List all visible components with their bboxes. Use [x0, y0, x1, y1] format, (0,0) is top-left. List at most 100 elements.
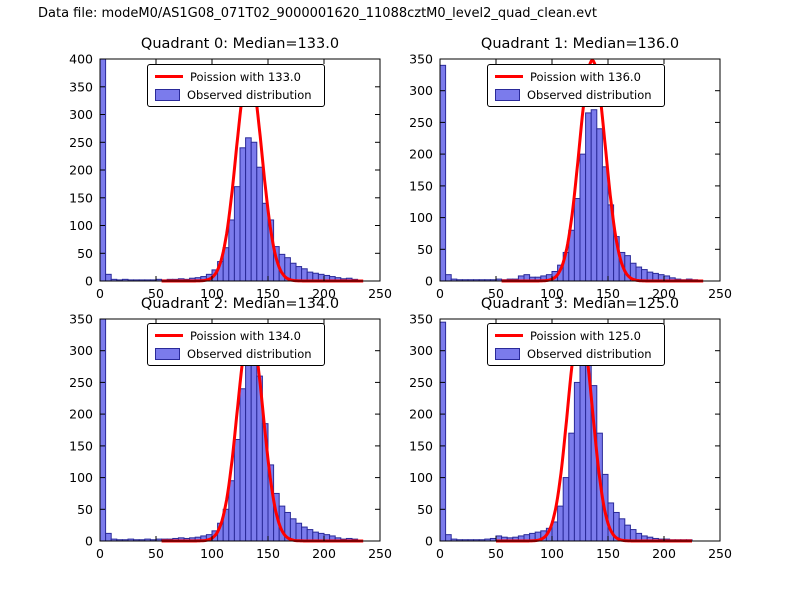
y-tick-label: 350 [409, 312, 433, 327]
legend-label-observed: Observed distribution [527, 346, 652, 361]
axes-frame [99, 318, 381, 542]
poisson-line-swatch [155, 75, 183, 78]
y-tick-label: 300 [69, 107, 93, 122]
x-tick-label: 150 [596, 546, 620, 561]
y-tick-label: 150 [69, 438, 93, 453]
histogram-bar [239, 388, 247, 542]
legend-entry-observed: Observed distribution [155, 346, 312, 361]
x-tick-label: 0 [96, 286, 104, 301]
histogram-bar [590, 109, 598, 282]
legend-label-observed: Observed distribution [187, 87, 312, 102]
histogram-bar [301, 526, 308, 542]
legend-entry-observed: Observed distribution [495, 346, 652, 361]
y-tick-label: 0 [85, 274, 93, 289]
histogram-bar [641, 269, 648, 282]
legend-label-observed: Observed distribution [187, 346, 312, 361]
histogram-bar [624, 524, 631, 542]
histogram-bar [250, 337, 258, 542]
x-tick-label: 150 [596, 286, 620, 301]
histogram-bar [105, 273, 112, 282]
observed-patch-swatch [495, 88, 520, 101]
y-tick-label: 400 [69, 52, 93, 67]
y-tick-label: 100 [69, 470, 93, 485]
histogram-bar [568, 432, 575, 542]
histogram-bar [239, 147, 247, 282]
y-tick-label: 0 [85, 534, 93, 549]
y-tick-label: 200 [409, 407, 433, 422]
histogram-bar [439, 64, 447, 282]
histogram-bar [105, 532, 112, 542]
observed-patch-swatch [155, 347, 180, 360]
x-tick-label: 50 [148, 546, 164, 561]
histogram-bar [445, 534, 452, 542]
x-tick-label: 200 [652, 546, 676, 561]
legend-label-poisson: Poission with 134.0 [190, 328, 301, 343]
x-tick-label: 0 [96, 546, 104, 561]
y-tick-label: 200 [69, 163, 93, 178]
y-tick-label: 150 [409, 178, 433, 193]
histogram-bar [618, 518, 626, 542]
histogram-bar [233, 439, 241, 542]
subplot-title-quadrant-0: Quadrant 0: Median=133.0 [140, 36, 340, 52]
x-tick-label: 50 [148, 286, 164, 301]
y-tick-label: 200 [69, 407, 93, 422]
y-tick-label: 0 [425, 534, 433, 549]
histogram-bar [573, 381, 581, 542]
histogram-bar [233, 186, 241, 282]
y-tick-label: 250 [69, 135, 93, 150]
y-tick-label: 300 [409, 83, 433, 98]
observed-patch-swatch [155, 88, 180, 101]
legend-entry-poisson: Poission with 136.0 [495, 69, 652, 84]
x-tick-label: 100 [200, 546, 224, 561]
histogram-bar [573, 198, 581, 282]
histogram-bar [306, 529, 314, 542]
x-tick-label: 250 [368, 546, 392, 561]
y-tick-label: 50 [417, 502, 433, 517]
legend-entry-poisson: Poission with 134.0 [155, 328, 312, 343]
x-tick-label: 100 [200, 286, 224, 301]
y-tick-label: 150 [409, 438, 433, 453]
legend-label-poisson: Poission with 133.0 [190, 69, 301, 84]
y-tick-label: 350 [409, 52, 433, 67]
x-tick-label: 250 [708, 546, 732, 561]
x-tick-label: 100 [540, 546, 564, 561]
y-tick-label: 0 [425, 274, 433, 289]
observed-patch-swatch [495, 347, 520, 360]
legend-quadrant-3: Poission with 125.0 Observed distributio… [487, 323, 665, 366]
legend-entry-poisson: Poission with 125.0 [495, 328, 652, 343]
x-tick-label: 0 [436, 546, 444, 561]
x-tick-label: 50 [488, 546, 504, 561]
y-tick-label: 350 [69, 79, 93, 94]
histogram-bar [250, 141, 258, 282]
legend-entry-observed: Observed distribution [155, 87, 312, 102]
y-tick-label: 300 [69, 343, 93, 358]
y-tick-label: 100 [69, 218, 93, 233]
legend-quadrant-2: Poission with 134.0 Observed distributio… [147, 323, 325, 366]
histogram-bar [562, 477, 570, 542]
legend-quadrant-1: Poission with 136.0 Observed distributio… [487, 64, 665, 107]
y-tick-label: 250 [409, 115, 433, 130]
histogram-bar [579, 153, 587, 282]
y-tick-label: 200 [409, 147, 433, 162]
histogram-bar [289, 262, 297, 282]
histogram-bar [601, 166, 609, 282]
legend-quadrant-0: Poission with 133.0 Observed distributio… [147, 64, 325, 107]
legend-label-poisson: Poission with 136.0 [530, 69, 641, 84]
legend-entry-observed: Observed distribution [495, 87, 652, 102]
histogram-bar [301, 268, 308, 282]
y-tick-label: 50 [77, 246, 93, 261]
x-tick-label: 150 [256, 286, 280, 301]
histogram-bar [596, 128, 603, 282]
subplot-title-quadrant-3: Quadrant 3: Median=125.0 [480, 296, 680, 312]
poisson-line-swatch [495, 334, 523, 337]
x-tick-label: 100 [540, 286, 564, 301]
x-tick-label: 200 [652, 286, 676, 301]
y-tick-label: 100 [409, 470, 433, 485]
histogram-bar [289, 518, 297, 542]
x-tick-label: 200 [312, 286, 336, 301]
histogram-bar [256, 166, 263, 282]
histogram-bar [295, 522, 303, 542]
y-tick-label: 150 [69, 190, 93, 205]
x-tick-label: 50 [488, 286, 504, 301]
